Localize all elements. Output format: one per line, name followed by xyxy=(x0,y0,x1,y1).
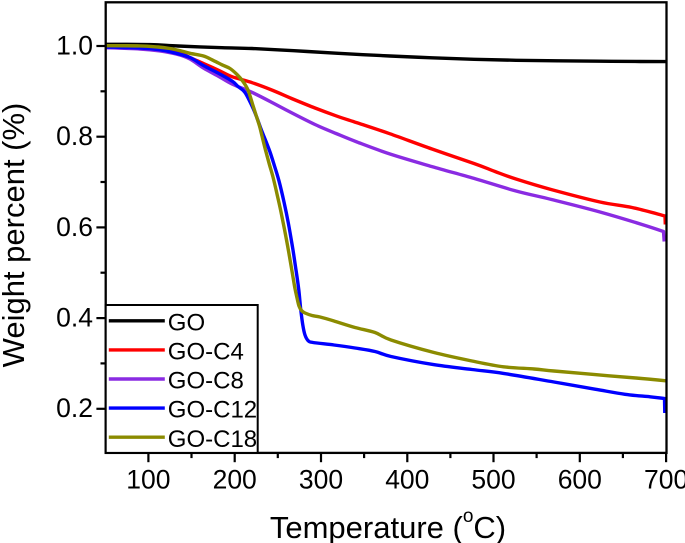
svg-text:500: 500 xyxy=(471,464,515,494)
svg-text:GO-C18: GO-C18 xyxy=(168,426,257,453)
svg-text:1.0: 1.0 xyxy=(56,30,93,60)
svg-text:200: 200 xyxy=(213,464,257,494)
svg-text:0.6: 0.6 xyxy=(56,212,93,242)
svg-text:Weight percent (%): Weight percent (%) xyxy=(0,103,31,368)
svg-text:GO-C4: GO-C4 xyxy=(168,339,244,366)
svg-text:0.8: 0.8 xyxy=(56,121,93,151)
svg-text:400: 400 xyxy=(385,464,429,494)
svg-text:300: 300 xyxy=(299,464,343,494)
svg-text:GO-C8: GO-C8 xyxy=(168,368,244,395)
svg-text:GO-C12: GO-C12 xyxy=(168,397,257,424)
svg-text:100: 100 xyxy=(126,464,170,494)
svg-text:0.2: 0.2 xyxy=(56,393,93,423)
svg-text:600: 600 xyxy=(558,464,602,494)
svg-text:GO: GO xyxy=(168,309,205,336)
svg-text:700: 700 xyxy=(644,464,685,494)
svg-text:0.4: 0.4 xyxy=(56,303,93,333)
